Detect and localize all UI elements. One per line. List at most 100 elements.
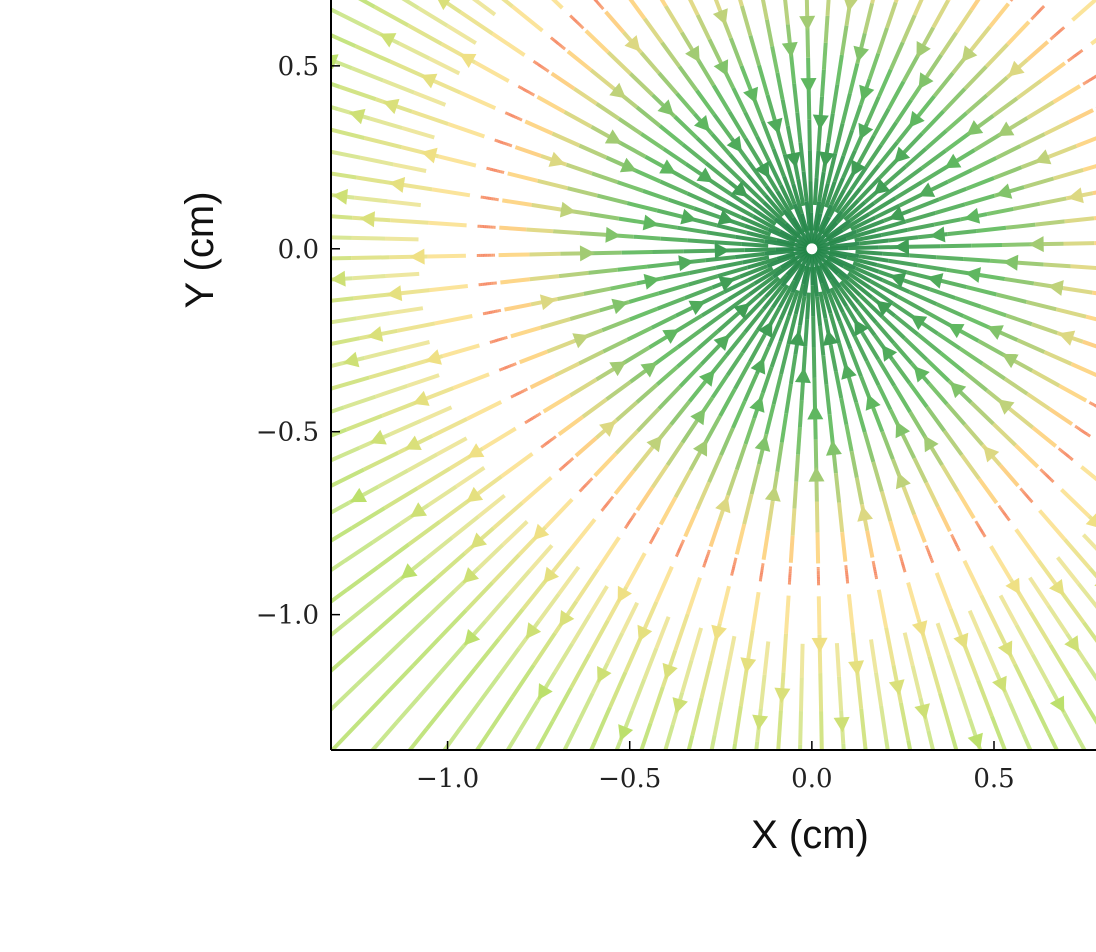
streamline-segment	[459, 10, 494, 36]
streamline-segment	[224, 658, 255, 681]
streamline-segment	[363, 347, 398, 360]
streamline-segment	[343, 540, 374, 563]
streamline-segment	[1093, 75, 1096, 79]
streamline-arrow	[599, 421, 616, 437]
streamline-segment	[285, 280, 319, 282]
streamline-segment	[734, 251, 765, 260]
streamline-segment	[880, 227, 908, 238]
streamline-arrow	[895, 421, 910, 439]
streamline-segment	[514, 115, 518, 120]
streamline-segment	[570, 15, 574, 20]
streamline-segment	[507, 364, 511, 369]
streamline-segment	[1090, 401, 1094, 406]
streamline-segment	[854, 401, 867, 433]
streamline-segment	[821, 42, 828, 71]
streamline-segment	[901, 53, 921, 83]
streamline-segment	[405, 577, 438, 606]
streamline-segment	[407, 520, 441, 547]
streamline-segment	[1020, 788, 1034, 824]
streamline-segment	[379, 759, 403, 789]
streamline-segment	[877, 68, 893, 98]
streamline-segment	[642, 647, 659, 681]
streamline-segment	[1001, 242, 1033, 247]
streamline-segment	[1048, 643, 1072, 679]
streamline-segment	[1078, 50, 1082, 54]
streamline-segment	[944, 131, 971, 153]
streamline-arrow	[331, 270, 346, 287]
streamline-segment	[259, 399, 296, 410]
streamline-segment	[965, 93, 989, 115]
streamline-segment	[888, 235, 919, 243]
streamline-segment	[972, 804, 983, 841]
streamline-segment	[237, 488, 268, 502]
streamline-segment	[360, 155, 394, 167]
streamline-segment	[992, 422, 1017, 447]
streamline-segment	[755, 306, 775, 332]
streamline-segment	[706, 896, 712, 934]
streamline-segment	[524, 420, 528, 425]
streamline-segment	[841, 743, 846, 750]
streamline-segment	[1046, 732, 1060, 750]
streamline-segment	[473, 637, 501, 671]
streamline-segment	[849, 450, 859, 479]
streamline-segment	[292, 680, 321, 705]
streamline-segment	[856, 176, 882, 202]
streamline-segment	[355, 789, 379, 819]
streamline-segment	[695, 136, 721, 161]
streamline-segment	[859, 238, 889, 246]
streamline-segment	[738, 667, 749, 707]
streamline-arrow	[1008, 60, 1025, 77]
streamline-segment	[719, 668, 730, 703]
streamline-segment	[559, 868, 571, 899]
streamline-segment	[802, 266, 812, 297]
streamline-arrow	[893, 238, 910, 255]
streamline-segment	[1004, 513, 1008, 518]
streamline-segment	[764, 184, 786, 212]
streamline-segment	[700, 934, 706, 952]
streamline-segment	[650, 463, 670, 489]
streamline-arrow	[857, 505, 873, 522]
streamline-arrow	[609, 82, 626, 99]
streamline-segment	[521, 475, 553, 505]
streamline-segment	[227, 19, 258, 31]
streamline-segment	[348, 627, 380, 656]
streamline-arrow	[889, 272, 907, 288]
streamline-segment	[753, 265, 782, 286]
streamline-arrow	[359, 211, 375, 228]
streamline-segment	[667, 197, 695, 211]
streamline-arrow	[881, 344, 898, 362]
streamline-segment	[253, 110, 290, 119]
streamline-segment	[1091, 888, 1096, 919]
streamline-segment	[510, 663, 536, 699]
streamline-segment	[752, 214, 782, 233]
streamline-segment	[844, 424, 854, 452]
streamline-segment	[553, 642, 575, 674]
streamline-segment	[331, 104, 339, 112]
streamline-segment	[639, 51, 661, 75]
streamline-segment	[696, 329, 720, 351]
streamline-segment	[1069, 56, 1074, 61]
streamline-segment	[417, 6, 449, 28]
streamline-segment	[724, 331, 747, 357]
streamline-segment	[477, 674, 501, 704]
streamline-segment	[523, 88, 528, 93]
streamline-arrow	[767, 117, 783, 135]
streamline-segment	[569, 308, 601, 322]
streamline-segment	[740, 329, 760, 354]
streamline-segment	[999, 507, 1004, 512]
streamline-segment	[784, 383, 793, 414]
streamline-segment	[559, 44, 564, 48]
streamline-segment	[675, 92, 696, 116]
streamline-segment	[931, 854, 938, 892]
streamline-segment	[505, 365, 509, 369]
streamline-segment	[546, 69, 550, 73]
streamline-segment	[372, 578, 402, 603]
streamline-segment	[818, 182, 830, 214]
streamline-segment	[1037, 765, 1050, 796]
streamline-arrow	[812, 114, 829, 130]
streamline-arrow	[992, 675, 1007, 693]
streamline-segment	[202, 311, 240, 315]
streamline-segment	[1083, 660, 1096, 682]
streamline-segment	[511, 114, 515, 118]
streamline-arrow	[997, 640, 1013, 658]
